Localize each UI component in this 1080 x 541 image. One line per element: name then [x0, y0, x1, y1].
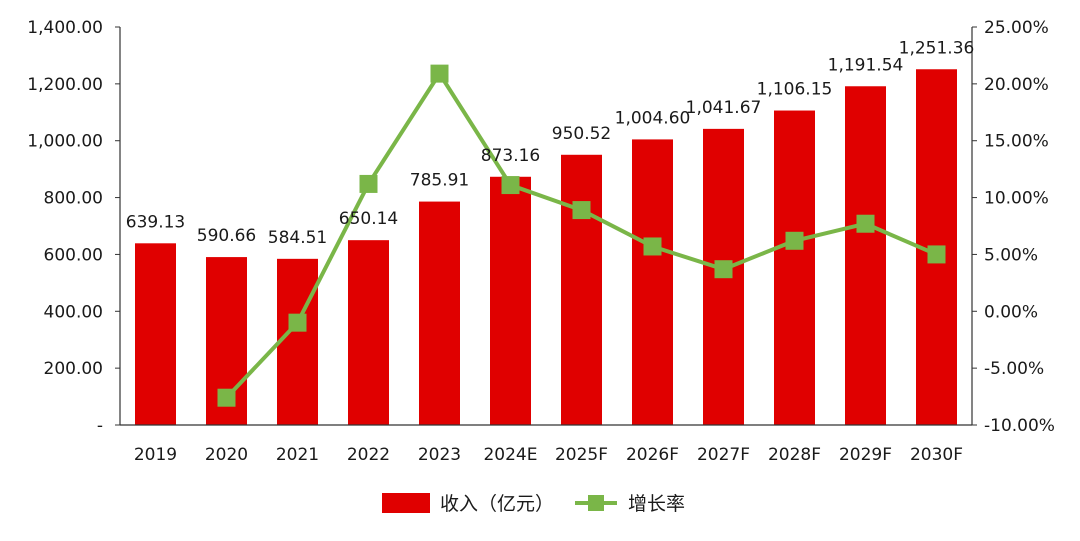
- right-tick-label: 15.00%: [984, 132, 1049, 152]
- bar-series: [135, 69, 957, 426]
- bar: [561, 154, 602, 425]
- left-tick-label: -: [97, 416, 103, 436]
- x-tick-label: 2022: [347, 445, 390, 465]
- x-tick-label: 2027F: [697, 445, 750, 465]
- bar: [845, 86, 886, 425]
- legend-bar-swatch: [382, 493, 430, 513]
- left-tick-label: 600.00: [44, 245, 103, 265]
- right-tick-label: 25.00%: [984, 18, 1049, 38]
- right-tick-label: 5.00%: [984, 245, 1038, 265]
- growth-marker: [643, 237, 662, 256]
- right-tick-label: 10.00%: [984, 189, 1049, 209]
- bar-value-label: 1,251.36: [899, 38, 975, 58]
- left-tick-label: 1,400.00: [27, 18, 103, 38]
- growth-marker: [785, 231, 804, 250]
- growth-marker: [572, 201, 591, 220]
- x-tick-label: 2028F: [768, 445, 821, 465]
- bar: [419, 201, 460, 425]
- growth-marker: [217, 388, 236, 407]
- right-tick-label: -5.00%: [984, 359, 1044, 379]
- right-y-axis: -10.00% -5.00% 0.00% 5.00% 10.00% 15.00% 20.00…: [971, 18, 1055, 436]
- left-y-axis: - 200.00 400.00 600.00 800.00 1,000.00 1,200.0…: [27, 18, 121, 436]
- bar-value-label: 639.13: [126, 212, 185, 232]
- legend-bar-label: 收入（亿元）: [440, 493, 554, 515]
- bar-value-label: 1,191.54: [828, 55, 904, 75]
- legend: 收入（亿元） 增长率: [382, 493, 685, 515]
- left-tick-label: 1,000.00: [27, 132, 103, 152]
- left-tick-label: 200.00: [44, 359, 103, 379]
- line-series: [217, 64, 946, 407]
- x-axis: 2019 2020 2021 2022 2023 2024E 2025F 2026F 2027F…: [120, 424, 972, 465]
- x-tick-label: 2026F: [626, 445, 679, 465]
- bar-value-label: 584.51: [268, 228, 327, 248]
- bar-value-label: 590.66: [197, 226, 256, 246]
- bar: [277, 258, 318, 425]
- x-tick-label: 2019: [134, 445, 177, 465]
- growth-marker: [430, 64, 449, 83]
- bar-value-label: 1,106.15: [757, 80, 833, 100]
- growth-marker: [501, 176, 520, 195]
- bar-value-label: 1,004.60: [615, 108, 691, 128]
- bar-value-label: 650.14: [339, 209, 398, 229]
- bar-value-label: 950.52: [552, 124, 611, 144]
- bar: [348, 240, 389, 425]
- bar-value-label: 1,041.67: [686, 98, 762, 118]
- growth-marker: [714, 260, 733, 279]
- growth-marker: [359, 174, 378, 193]
- left-tick-label: 1,200.00: [27, 75, 103, 95]
- right-tick-label: 0.00%: [984, 302, 1038, 322]
- x-tick-label: 2029F: [839, 445, 892, 465]
- bar: [774, 110, 815, 425]
- bar: [135, 243, 176, 425]
- bar: [632, 139, 673, 426]
- bar-value-label: 873.16: [481, 146, 540, 166]
- growth-marker: [856, 214, 875, 233]
- legend-line-label: 增长率: [628, 493, 685, 515]
- bar-data-labels: 639.13 590.66 584.51 650.14 785.91 873.16 950.…: [126, 38, 975, 248]
- bar-value-label: 785.91: [410, 171, 469, 191]
- legend-line-marker: [588, 495, 604, 511]
- x-tick-label: 2025F: [555, 445, 608, 465]
- left-tick-label: 400.00: [44, 302, 103, 322]
- growth-marker: [927, 245, 946, 264]
- x-tick-label: 2020: [205, 445, 248, 465]
- x-tick-label: 2030F: [910, 445, 963, 465]
- bar: [490, 176, 531, 425]
- growth-marker: [288, 313, 307, 332]
- x-tick-label: 2024E: [483, 445, 537, 465]
- x-tick-label: 2023: [418, 445, 461, 465]
- right-tick-label: -10.00%: [984, 416, 1055, 436]
- x-tick-label: 2021: [276, 445, 319, 465]
- right-tick-label: 20.00%: [984, 75, 1049, 95]
- left-tick-label: 800.00: [44, 189, 103, 209]
